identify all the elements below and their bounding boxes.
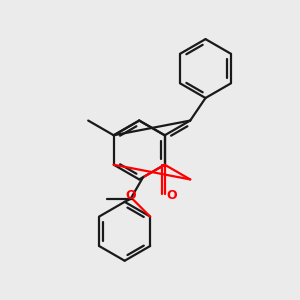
- Text: O: O: [166, 189, 177, 202]
- Text: O: O: [126, 189, 136, 202]
